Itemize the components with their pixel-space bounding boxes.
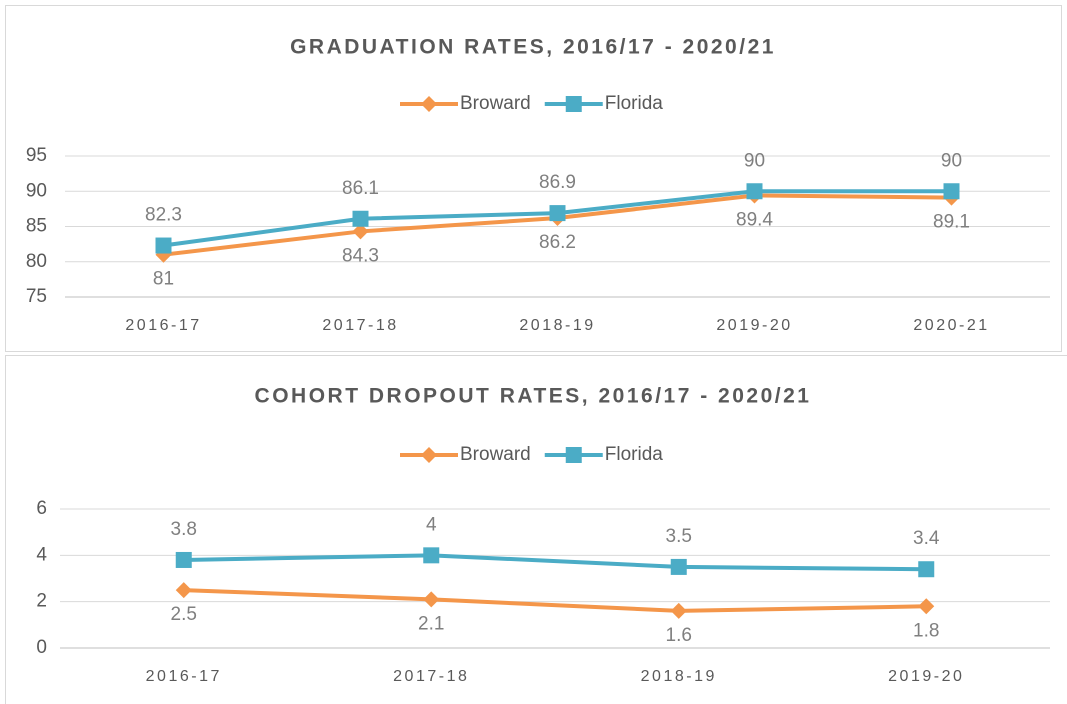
marker bbox=[565, 447, 582, 463]
legend-label: Florida bbox=[605, 93, 664, 114]
data-label: 3.8 bbox=[171, 519, 197, 540]
data-label: 90 bbox=[941, 150, 962, 171]
series-line bbox=[183, 588, 927, 613]
series-line bbox=[183, 553, 927, 572]
data-label: 86.9 bbox=[539, 172, 576, 193]
x-tick-label: 2016-17 bbox=[146, 668, 222, 685]
x-tick-label: 2019-20 bbox=[888, 668, 964, 685]
legend-label: Florida bbox=[605, 444, 664, 465]
y-tick-label: 0 bbox=[36, 637, 47, 658]
legend-label: Broward bbox=[460, 93, 531, 114]
x-tick-label: 2018-19 bbox=[519, 317, 595, 334]
data-label: 1.8 bbox=[913, 620, 939, 641]
data-label: 2.5 bbox=[171, 604, 197, 625]
data-label: 4 bbox=[426, 514, 437, 535]
y-tick-label: 6 bbox=[36, 498, 47, 519]
x-tick-label: 2016-17 bbox=[125, 317, 201, 334]
marker bbox=[549, 205, 566, 222]
marker bbox=[670, 602, 687, 619]
data-label: 90 bbox=[744, 150, 765, 171]
marker bbox=[918, 561, 935, 578]
panel bbox=[5, 5, 1062, 352]
marker bbox=[352, 223, 369, 240]
marker bbox=[918, 598, 935, 615]
y-tick-label: 2 bbox=[36, 591, 47, 612]
y-tick-label: 4 bbox=[36, 544, 47, 565]
data-label: 89.4 bbox=[736, 209, 773, 230]
data-label: 86.1 bbox=[342, 178, 379, 199]
marker bbox=[943, 183, 960, 200]
legend-label: Broward bbox=[460, 444, 531, 465]
data-label: 3.5 bbox=[666, 526, 692, 547]
data-label: 89.1 bbox=[933, 212, 970, 233]
x-tick-label: 2017-18 bbox=[322, 317, 398, 334]
marker bbox=[423, 591, 440, 608]
data-label: 81 bbox=[153, 269, 174, 290]
y-tick-label: 75 bbox=[26, 286, 47, 307]
marker bbox=[175, 582, 192, 599]
data-label: 82.3 bbox=[145, 205, 182, 226]
y-tick-label: 85 bbox=[26, 216, 47, 237]
x-tick-label: 2020-21 bbox=[913, 317, 989, 334]
x-tick-label: 2018-19 bbox=[641, 668, 717, 685]
y-tick-label: 80 bbox=[26, 251, 47, 272]
chart-title: COHORT DROPOUT RATES, 2016/17 - 2020/21 bbox=[255, 385, 812, 408]
data-label: 2.1 bbox=[418, 613, 444, 634]
data-label: 84.3 bbox=[342, 245, 379, 266]
y-tick-label: 95 bbox=[26, 145, 47, 166]
x-tick-label: 2019-20 bbox=[716, 317, 792, 334]
marker bbox=[175, 551, 192, 568]
marker bbox=[423, 547, 440, 564]
marker bbox=[746, 183, 763, 200]
x-tick-label: 2017-18 bbox=[393, 668, 469, 685]
marker bbox=[352, 210, 369, 227]
data-label: 3.4 bbox=[913, 528, 940, 549]
chart-title: GRADUATION RATES, 2016/17 - 2020/21 bbox=[290, 36, 776, 59]
data-label: 1.6 bbox=[666, 625, 692, 646]
marker bbox=[155, 237, 172, 254]
y-tick-label: 90 bbox=[26, 180, 47, 201]
marker bbox=[421, 447, 437, 463]
marker bbox=[670, 558, 687, 575]
marker bbox=[421, 96, 437, 112]
data-label: 86.2 bbox=[539, 232, 576, 253]
panel bbox=[5, 355, 1067, 704]
marker bbox=[565, 96, 582, 112]
